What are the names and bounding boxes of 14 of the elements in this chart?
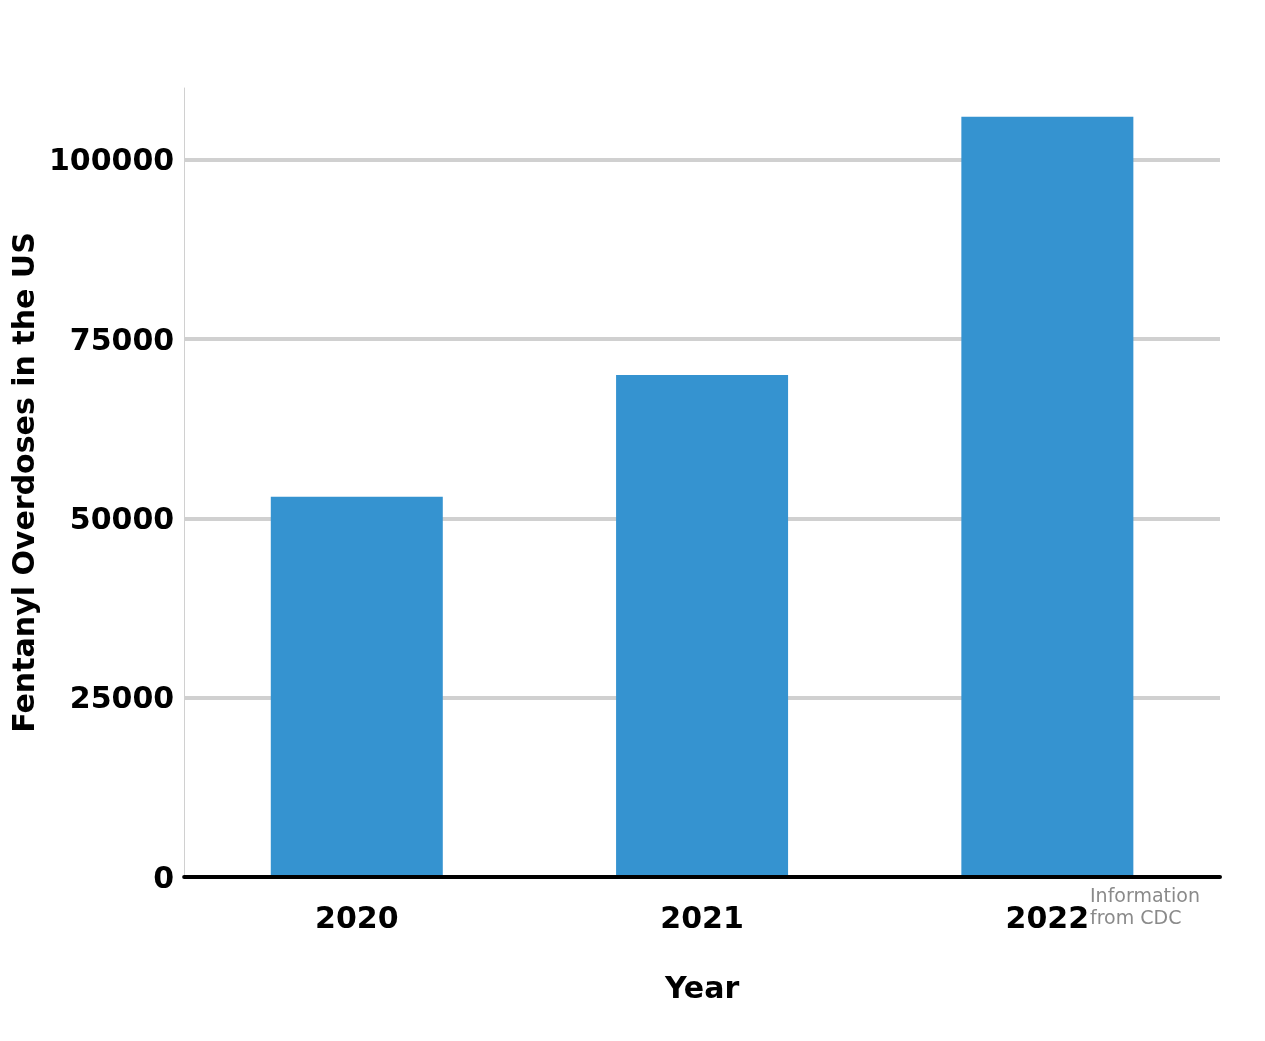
y-tick-label: 50000 — [69, 500, 175, 536]
y-axis-title: Fentanyl Overdoses in the US — [5, 232, 41, 733]
bar — [961, 116, 1134, 877]
bar — [270, 496, 443, 877]
bar — [616, 374, 789, 877]
y-tick-label: 100000 — [48, 142, 175, 178]
y-tick-label: 25000 — [69, 680, 175, 716]
x-axis-title: Year — [663, 969, 740, 1005]
x-tick-label: 2020 — [315, 899, 399, 935]
y-tick-label: 0 — [153, 859, 175, 895]
x-tick-label: 2021 — [660, 899, 744, 935]
x-tick-label: 2022 — [1005, 899, 1090, 935]
y-tick-label: 75000 — [69, 321, 175, 357]
text: Information from CDC — [1090, 884, 1207, 928]
